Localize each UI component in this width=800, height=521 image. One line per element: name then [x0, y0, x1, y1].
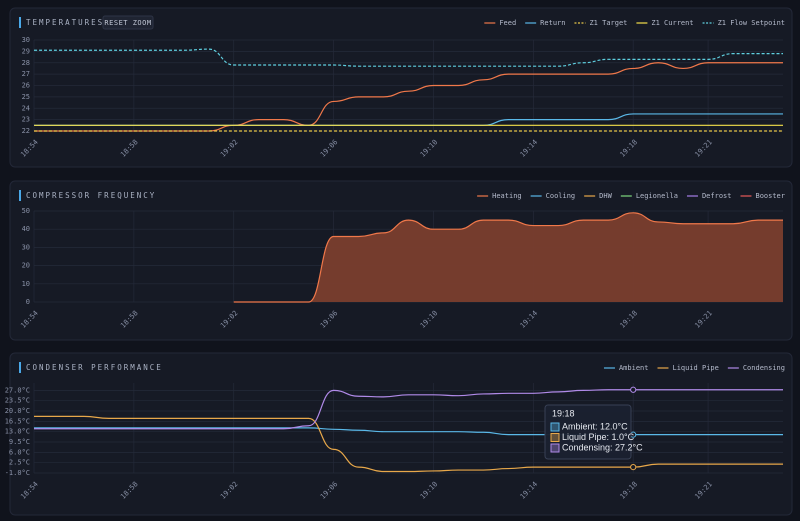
- y-tick-label: 0: [26, 298, 30, 306]
- legend-label: Legionella: [636, 192, 678, 200]
- y-tick-label: 20: [22, 262, 30, 270]
- y-tick-label: 2.5°C: [9, 459, 30, 467]
- y-tick-label: 13.0°C: [5, 428, 30, 436]
- legend-label: DHW: [599, 192, 612, 200]
- legend-label: Return: [540, 19, 565, 27]
- y-tick-label: -1.0°C: [5, 469, 30, 477]
- y-tick-label: 9.5°C: [9, 438, 30, 446]
- legend-label: Condensing: [743, 364, 785, 372]
- legend-label: Feed: [499, 19, 516, 27]
- legend-label: Z1 Target: [589, 19, 627, 27]
- series-line: [33, 48, 784, 67]
- legend-label: Liquid Pipe: [672, 364, 718, 372]
- y-tick-label: 29: [22, 47, 30, 55]
- legend-label: Defrost: [702, 192, 732, 200]
- hover-point: [630, 386, 637, 393]
- tooltip-bg: [544, 404, 632, 460]
- hover-point: [630, 463, 637, 471]
- y-tick-label: 16.5°C: [5, 417, 30, 425]
- reset-zoom-button[interactable]: RESET ZOOM: [102, 15, 154, 30]
- legend-label: Heating: [492, 192, 522, 200]
- series-line: [33, 415, 783, 473]
- legend-label: Cooling: [546, 192, 576, 200]
- tooltip-swatch: [550, 422, 560, 432]
- legend-label: Ambient: [619, 364, 649, 372]
- title-accent: [19, 17, 21, 28]
- button-label[interactable]: RESET ZOOM: [104, 19, 151, 27]
- tooltip-item: Liquid Pipe: 1.0°C: [562, 432, 635, 442]
- y-tick-label: 20.0°C: [5, 407, 30, 415]
- y-tick-label: 23.5°C: [5, 397, 30, 405]
- legend-label: Z1 Current: [651, 19, 693, 27]
- tooltip-item: Condensing: 27.2°C: [562, 442, 643, 452]
- y-tick-label: 24: [22, 104, 30, 112]
- panel: [9, 7, 793, 168]
- y-tick-label: 30: [22, 243, 30, 251]
- title-accent: [19, 362, 21, 373]
- title-accent: [19, 190, 21, 201]
- y-tick-label: 28: [22, 59, 30, 67]
- series-line: [33, 389, 783, 430]
- y-tick-label: 27.0°C: [5, 386, 30, 394]
- legend-label: Z1 Flow Setpoint: [718, 19, 785, 27]
- chart-title: COMPRESSOR FREQUENCY: [26, 191, 156, 200]
- y-tick-label: 26: [22, 82, 30, 90]
- tooltip-swatch: [550, 443, 560, 453]
- series-line: [233, 212, 783, 303]
- series-line: [34, 62, 783, 132]
- y-tick-label: 22: [22, 127, 30, 135]
- tooltip-item: Ambient: 12.0°C: [562, 421, 628, 431]
- series-line: [34, 427, 783, 436]
- y-tick-label: 10: [22, 280, 30, 288]
- legend-label: Booster: [755, 192, 785, 200]
- panel: [9, 352, 793, 516]
- y-tick-label: 6.0°C: [9, 448, 30, 456]
- y-tick-label: 27: [22, 70, 30, 78]
- tooltip-title: 19:18: [552, 408, 575, 418]
- tooltip-swatch: [550, 433, 560, 442]
- y-tick-label: 25: [22, 93, 30, 101]
- chart-title: CONDENSER PERFORMANCE: [26, 363, 163, 372]
- y-tick-label: 23: [22, 116, 30, 124]
- button-bg[interactable]: [102, 15, 154, 30]
- chart-title: TEMPERATURES: [26, 18, 104, 27]
- y-tick-label: 30: [22, 36, 30, 44]
- y-tick-label: 40: [22, 225, 30, 233]
- y-tick-label: 50: [22, 207, 30, 215]
